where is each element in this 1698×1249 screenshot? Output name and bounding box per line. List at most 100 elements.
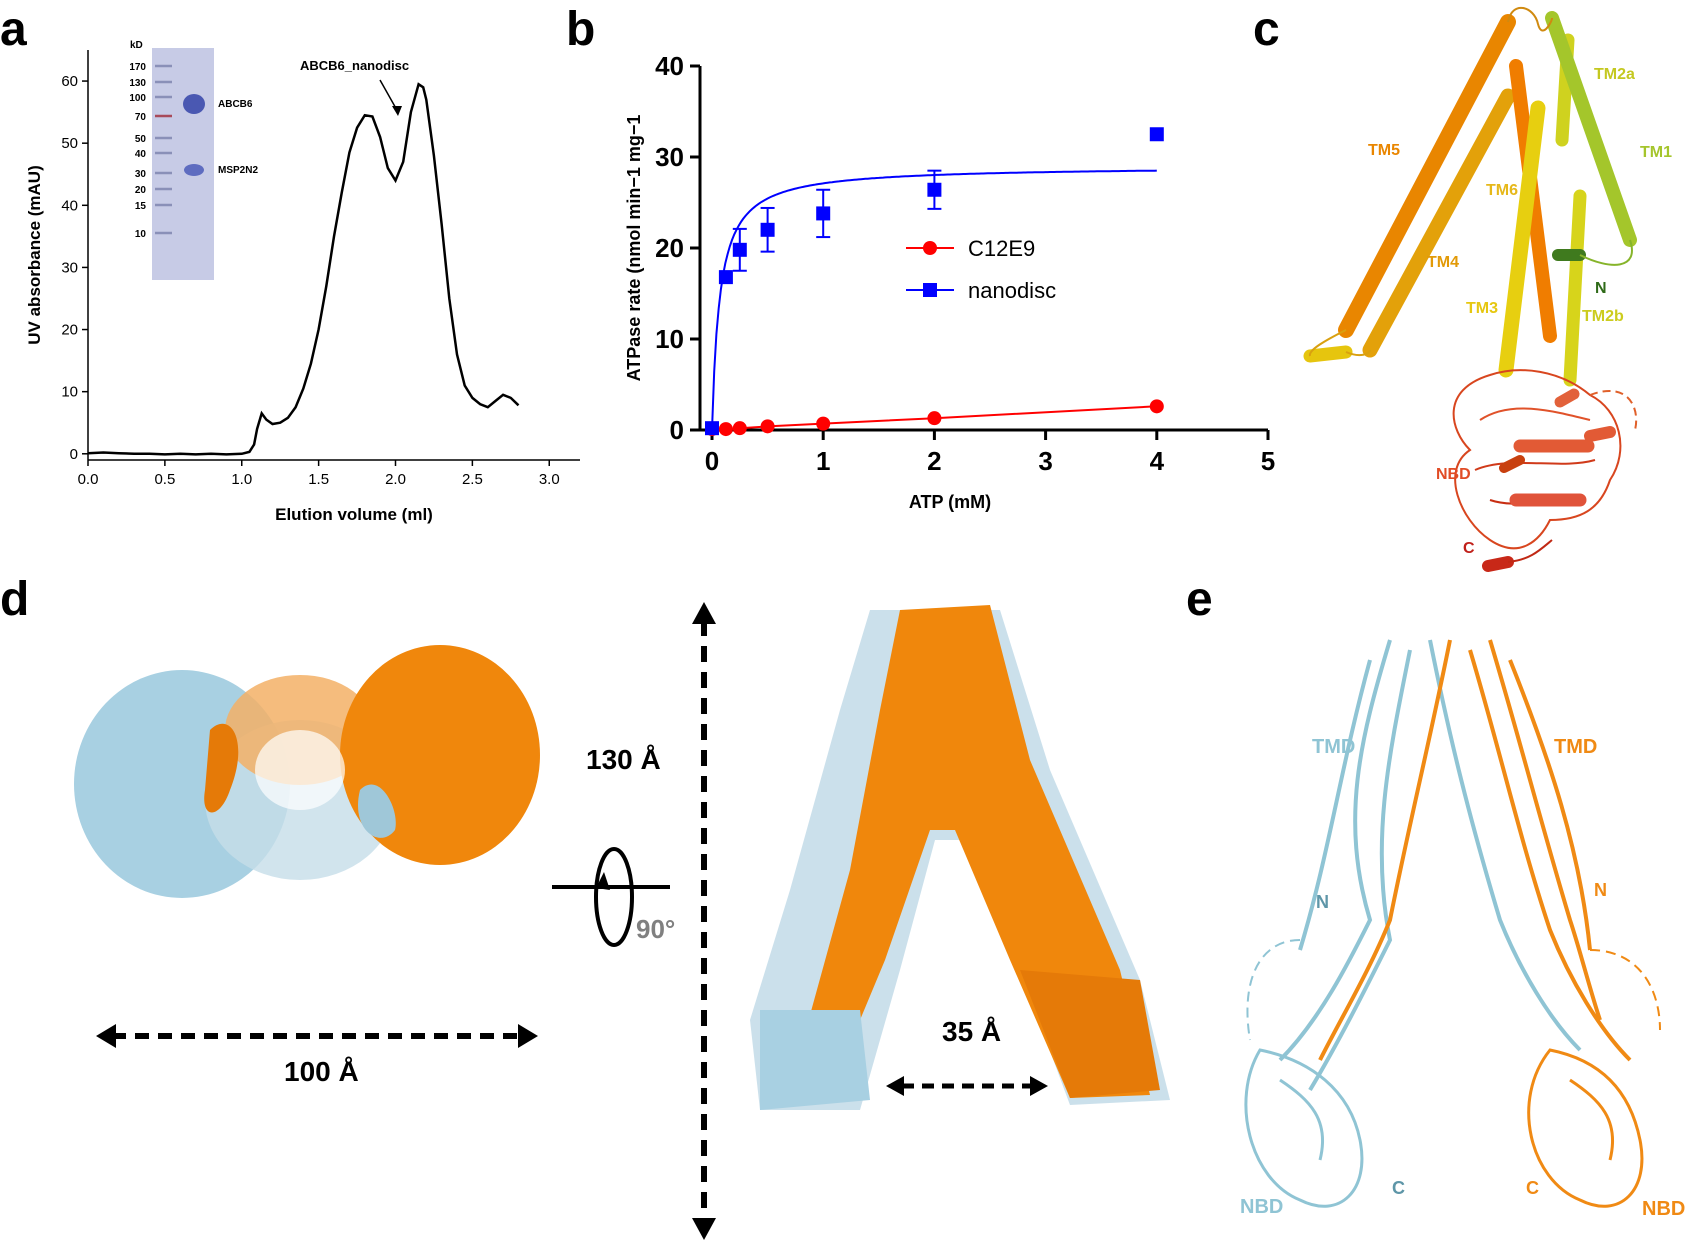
gel-band-label: MSP2N2 (218, 165, 258, 176)
x-tick-label: 0.0 (78, 471, 99, 488)
chart-a: 0.0 0.5 1.0 1.5 2.0 2.5 3.0 0 10 20 30 40 50 60 Elutio… (25, 40, 580, 524)
y-tick-label: 30 (655, 142, 684, 172)
width-label: 100 Å (284, 1056, 359, 1087)
data-point-nanodisc (705, 421, 719, 436)
topology-diagram-c (1303, 7, 1638, 572)
label-c-right: C (1526, 1178, 1539, 1198)
x-tick-label: 1.0 (231, 471, 252, 488)
y-tick-label: 0 (70, 446, 78, 463)
gel-marker-label: 40 (135, 149, 147, 160)
label-nbd-c: NBD (1436, 466, 1471, 483)
legend-label-c12e9: C12E9 (968, 236, 1035, 261)
label-tm2a: TM2a (1594, 66, 1635, 83)
helix-tm3 (1498, 100, 1546, 378)
x-tick-label: 2.0 (385, 471, 406, 488)
label-tm5: TM5 (1368, 142, 1400, 159)
panel-label-e: e (1186, 573, 1213, 626)
label-tmd-right: TMD (1554, 736, 1598, 758)
helix-tm5 (1338, 14, 1516, 338)
label-n-left: N (1316, 892, 1329, 912)
data-point-c12e9 (732, 421, 747, 436)
legend-marker-nanodisc (923, 283, 937, 297)
annotation-arrowhead (392, 106, 402, 116)
y-tick-label: 40 (61, 197, 78, 214)
gel-marker-label: 20 (135, 185, 147, 196)
label-tmd-left: TMD (1312, 736, 1356, 758)
height-label: 130 Å (586, 744, 661, 775)
label-tm2b: TM2b (1582, 308, 1624, 325)
nbd-domain (1452, 369, 1638, 572)
x-tick-label: 2 (927, 446, 941, 476)
gap-arrow (886, 1076, 1048, 1096)
data-point-c12e9 (718, 422, 733, 437)
x-tick-label: 4 (1150, 446, 1165, 476)
density-top-view (74, 645, 540, 898)
x-tick-label: 2.5 (462, 471, 483, 488)
gap-label: 35 Å (942, 1016, 1002, 1047)
panel-label-d: d (0, 573, 30, 626)
y-tick-label: 10 (61, 384, 78, 401)
gel-marker-label: 170 (129, 62, 146, 73)
x-tick-label: 0 (705, 446, 719, 476)
helix-tm2b (1563, 189, 1587, 387)
ribbon-model-e (1244, 639, 1661, 1208)
gel-band-label: ABCB6 (218, 99, 253, 110)
label-tm4: TM4 (1427, 254, 1459, 271)
y-tick-label: 20 (655, 233, 684, 263)
data-point-nanodisc (760, 222, 775, 237)
panel-label-c: c (1253, 3, 1280, 56)
y-tick-label: 10 (655, 324, 684, 354)
label-nbd-right: NBD (1642, 1198, 1686, 1220)
y-tick-label: 40 (655, 51, 684, 81)
chart-b: 0 1 2 3 4 5 0 10 20 30 40 ATP (mM) ATPase rate (nmol… (624, 51, 1275, 512)
y-tick-label: 50 (61, 135, 78, 152)
gel-marker-label: 10 (135, 229, 147, 240)
gel-marker-label: 100 (129, 93, 146, 104)
rotation-symbol (552, 847, 670, 947)
x-tick-label: 1 (816, 446, 830, 476)
density-map-d (74, 602, 1170, 1240)
label-tm1: TM1 (1640, 144, 1672, 161)
data-point-nanodisc (732, 242, 747, 257)
data-point-c12e9 (927, 411, 942, 426)
gel-unit: kD (130, 40, 143, 51)
y-axis-label: UV absorbance (mAU) (25, 165, 44, 344)
x-axis-label: ATP (mM) (909, 492, 991, 512)
rotation-label: 90° (636, 914, 676, 944)
chromatogram-line (87, 82, 520, 456)
y-tick-label: 20 (61, 322, 78, 339)
data-point-nanodisc (927, 182, 942, 197)
gel-marker-label: 130 (129, 78, 146, 89)
data-point-c12e9 (1149, 399, 1164, 414)
x-tick-label: 0.5 (154, 471, 175, 488)
data-point-nanodisc (1149, 127, 1164, 142)
gel-marker-label: 70 (135, 112, 147, 123)
x-axis-label: Elution volume (ml) (275, 505, 433, 524)
peak-annotation: ABCB6_nanodisc (300, 58, 409, 73)
gel-marker-label: 30 (135, 169, 147, 180)
y-tick-label: 30 (61, 259, 78, 276)
data-point-nanodisc (718, 270, 733, 285)
height-arrow (692, 602, 716, 1240)
helix-tm1 (1545, 11, 1637, 247)
x-tick-label: 3 (1038, 446, 1052, 476)
label-n-c: N (1595, 280, 1607, 297)
x-tick-label: 5 (1261, 446, 1275, 476)
y-tick-label: 0 (670, 415, 684, 445)
data-point-nanodisc (816, 206, 831, 221)
gel-band-abcb6 (183, 94, 205, 114)
panel-label-b: b (566, 3, 596, 56)
gel-band-msp2n2 (184, 164, 204, 176)
label-tm3: TM3 (1466, 300, 1498, 317)
gel-image (152, 48, 214, 280)
label-nbd-left: NBD (1240, 1196, 1284, 1218)
panel-label-a: a (0, 3, 27, 56)
label-n-right: N (1594, 880, 1607, 900)
label-tm6: TM6 (1486, 182, 1518, 199)
x-tick-label: 3.0 (539, 471, 560, 488)
legend-label-nanodisc: nanodisc (968, 278, 1056, 303)
label-c-left: C (1392, 1178, 1405, 1198)
helix-tm4 (1362, 88, 1516, 358)
legend-marker-c12e9 (923, 241, 937, 255)
data-point-c12e9 (760, 419, 775, 434)
